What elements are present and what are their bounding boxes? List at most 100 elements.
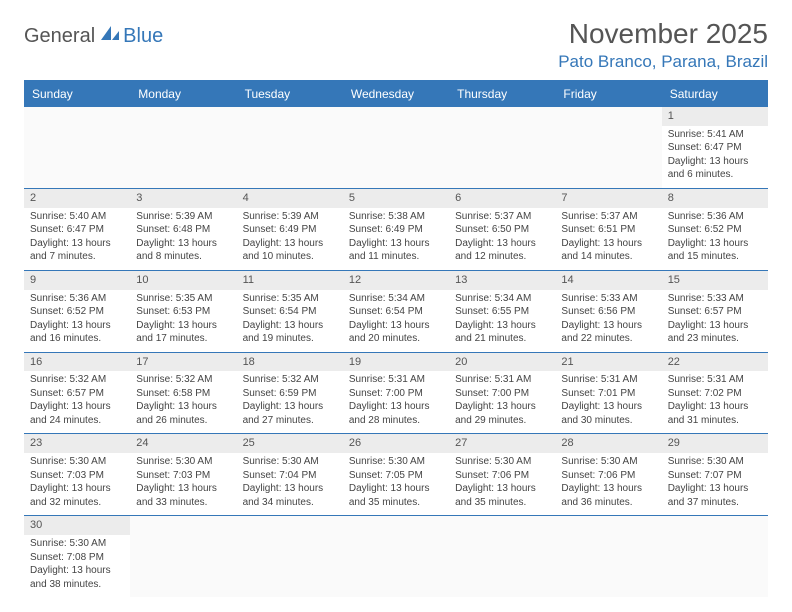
empty-cell bbox=[343, 516, 449, 597]
sunrise-text: Sunrise: 5:33 AM bbox=[668, 292, 762, 306]
daylight-text: and 27 minutes. bbox=[243, 414, 337, 428]
day-cell: 1Sunrise: 5:41 AMSunset: 6:47 PMDaylight… bbox=[662, 107, 768, 188]
daylight-text: and 12 minutes. bbox=[455, 250, 549, 264]
day-cell: 25Sunrise: 5:30 AMSunset: 7:04 PMDayligh… bbox=[237, 434, 343, 515]
day-cell: 6Sunrise: 5:37 AMSunset: 6:50 PMDaylight… bbox=[449, 189, 555, 270]
daylight-text: Daylight: 13 hours bbox=[349, 237, 443, 251]
sunrise-text: Sunrise: 5:34 AM bbox=[349, 292, 443, 306]
sunset-text: Sunset: 6:49 PM bbox=[349, 223, 443, 237]
daylight-text: Daylight: 13 hours bbox=[136, 237, 230, 251]
sunset-text: Sunset: 6:49 PM bbox=[243, 223, 337, 237]
day-cell: 29Sunrise: 5:30 AMSunset: 7:07 PMDayligh… bbox=[662, 434, 768, 515]
daylight-text: Daylight: 13 hours bbox=[561, 400, 655, 414]
day-number: 19 bbox=[343, 353, 449, 372]
daylight-text: Daylight: 13 hours bbox=[668, 400, 762, 414]
daylight-text: Daylight: 13 hours bbox=[349, 400, 443, 414]
day-number: 7 bbox=[555, 189, 661, 208]
daylight-text: Daylight: 13 hours bbox=[455, 319, 549, 333]
day-cell: 10Sunrise: 5:35 AMSunset: 6:53 PMDayligh… bbox=[130, 271, 236, 352]
day-cell: 18Sunrise: 5:32 AMSunset: 6:59 PMDayligh… bbox=[237, 353, 343, 434]
empty-cell bbox=[555, 107, 661, 188]
daylight-text: and 7 minutes. bbox=[30, 250, 124, 264]
daylight-text: and 20 minutes. bbox=[349, 332, 443, 346]
daylight-text: and 32 minutes. bbox=[30, 496, 124, 510]
sunset-text: Sunset: 7:07 PM bbox=[668, 469, 762, 483]
daylight-text: and 29 minutes. bbox=[455, 414, 549, 428]
sunset-text: Sunset: 6:58 PM bbox=[136, 387, 230, 401]
daylight-text: and 17 minutes. bbox=[136, 332, 230, 346]
sail-icon bbox=[99, 24, 121, 48]
sunrise-text: Sunrise: 5:30 AM bbox=[243, 455, 337, 469]
sunrise-text: Sunrise: 5:31 AM bbox=[455, 373, 549, 387]
week-row: 9Sunrise: 5:36 AMSunset: 6:52 PMDaylight… bbox=[24, 271, 768, 353]
day-cell: 30Sunrise: 5:30 AMSunset: 7:08 PMDayligh… bbox=[24, 516, 130, 597]
daylight-text: Daylight: 13 hours bbox=[136, 400, 230, 414]
day-number: 3 bbox=[130, 189, 236, 208]
sunset-text: Sunset: 6:47 PM bbox=[30, 223, 124, 237]
week-row: 30Sunrise: 5:30 AMSunset: 7:08 PMDayligh… bbox=[24, 516, 768, 597]
sunset-text: Sunset: 6:57 PM bbox=[30, 387, 124, 401]
day-header: Friday bbox=[555, 81, 661, 107]
daylight-text: Daylight: 13 hours bbox=[136, 482, 230, 496]
day-headers-row: Sunday Monday Tuesday Wednesday Thursday… bbox=[24, 81, 768, 107]
day-cell: 14Sunrise: 5:33 AMSunset: 6:56 PMDayligh… bbox=[555, 271, 661, 352]
empty-cell bbox=[662, 516, 768, 597]
day-header: Monday bbox=[130, 81, 236, 107]
day-number: 26 bbox=[343, 434, 449, 453]
daylight-text: Daylight: 13 hours bbox=[561, 482, 655, 496]
day-cell: 8Sunrise: 5:36 AMSunset: 6:52 PMDaylight… bbox=[662, 189, 768, 270]
daylight-text: Daylight: 13 hours bbox=[243, 237, 337, 251]
empty-cell bbox=[555, 516, 661, 597]
empty-cell bbox=[130, 107, 236, 188]
empty-cell bbox=[24, 107, 130, 188]
logo: General Blue bbox=[24, 18, 163, 48]
sunrise-text: Sunrise: 5:30 AM bbox=[30, 455, 124, 469]
sunset-text: Sunset: 7:04 PM bbox=[243, 469, 337, 483]
sunrise-text: Sunrise: 5:35 AM bbox=[136, 292, 230, 306]
day-header: Sunday bbox=[24, 81, 130, 107]
daylight-text: and 35 minutes. bbox=[455, 496, 549, 510]
daylight-text: Daylight: 13 hours bbox=[349, 319, 443, 333]
day-header: Tuesday bbox=[237, 81, 343, 107]
day-number: 30 bbox=[24, 516, 130, 535]
sunset-text: Sunset: 6:47 PM bbox=[668, 141, 762, 155]
day-header: Thursday bbox=[449, 81, 555, 107]
sunset-text: Sunset: 7:06 PM bbox=[561, 469, 655, 483]
sunset-text: Sunset: 6:50 PM bbox=[455, 223, 549, 237]
sunrise-text: Sunrise: 5:39 AM bbox=[243, 210, 337, 224]
sunset-text: Sunset: 6:56 PM bbox=[561, 305, 655, 319]
day-number: 8 bbox=[662, 189, 768, 208]
sunset-text: Sunset: 7:01 PM bbox=[561, 387, 655, 401]
daylight-text: and 34 minutes. bbox=[243, 496, 337, 510]
day-cell: 9Sunrise: 5:36 AMSunset: 6:52 PMDaylight… bbox=[24, 271, 130, 352]
day-cell: 2Sunrise: 5:40 AMSunset: 6:47 PMDaylight… bbox=[24, 189, 130, 270]
day-cell: 27Sunrise: 5:30 AMSunset: 7:06 PMDayligh… bbox=[449, 434, 555, 515]
empty-cell bbox=[130, 516, 236, 597]
sunrise-text: Sunrise: 5:33 AM bbox=[561, 292, 655, 306]
sunset-text: Sunset: 6:54 PM bbox=[243, 305, 337, 319]
sunrise-text: Sunrise: 5:40 AM bbox=[30, 210, 124, 224]
daylight-text: Daylight: 13 hours bbox=[668, 237, 762, 251]
sunrise-text: Sunrise: 5:30 AM bbox=[561, 455, 655, 469]
sunset-text: Sunset: 6:53 PM bbox=[136, 305, 230, 319]
header: General Blue November 2025 Pato Branco, … bbox=[24, 18, 768, 72]
daylight-text: Daylight: 13 hours bbox=[30, 564, 124, 578]
daylight-text: Daylight: 13 hours bbox=[136, 319, 230, 333]
daylight-text: and 37 minutes. bbox=[668, 496, 762, 510]
daylight-text: and 14 minutes. bbox=[561, 250, 655, 264]
day-number: 18 bbox=[237, 353, 343, 372]
daylight-text: and 31 minutes. bbox=[668, 414, 762, 428]
sunset-text: Sunset: 6:59 PM bbox=[243, 387, 337, 401]
week-row: 1Sunrise: 5:41 AMSunset: 6:47 PMDaylight… bbox=[24, 107, 768, 189]
day-number: 13 bbox=[449, 271, 555, 290]
week-row: 16Sunrise: 5:32 AMSunset: 6:57 PMDayligh… bbox=[24, 353, 768, 435]
day-number: 28 bbox=[555, 434, 661, 453]
sunset-text: Sunset: 7:08 PM bbox=[30, 551, 124, 565]
daylight-text: and 11 minutes. bbox=[349, 250, 443, 264]
daylight-text: Daylight: 13 hours bbox=[668, 319, 762, 333]
sunrise-text: Sunrise: 5:31 AM bbox=[561, 373, 655, 387]
day-number: 21 bbox=[555, 353, 661, 372]
sunset-text: Sunset: 7:05 PM bbox=[349, 469, 443, 483]
sunrise-text: Sunrise: 5:34 AM bbox=[455, 292, 549, 306]
daylight-text: and 19 minutes. bbox=[243, 332, 337, 346]
